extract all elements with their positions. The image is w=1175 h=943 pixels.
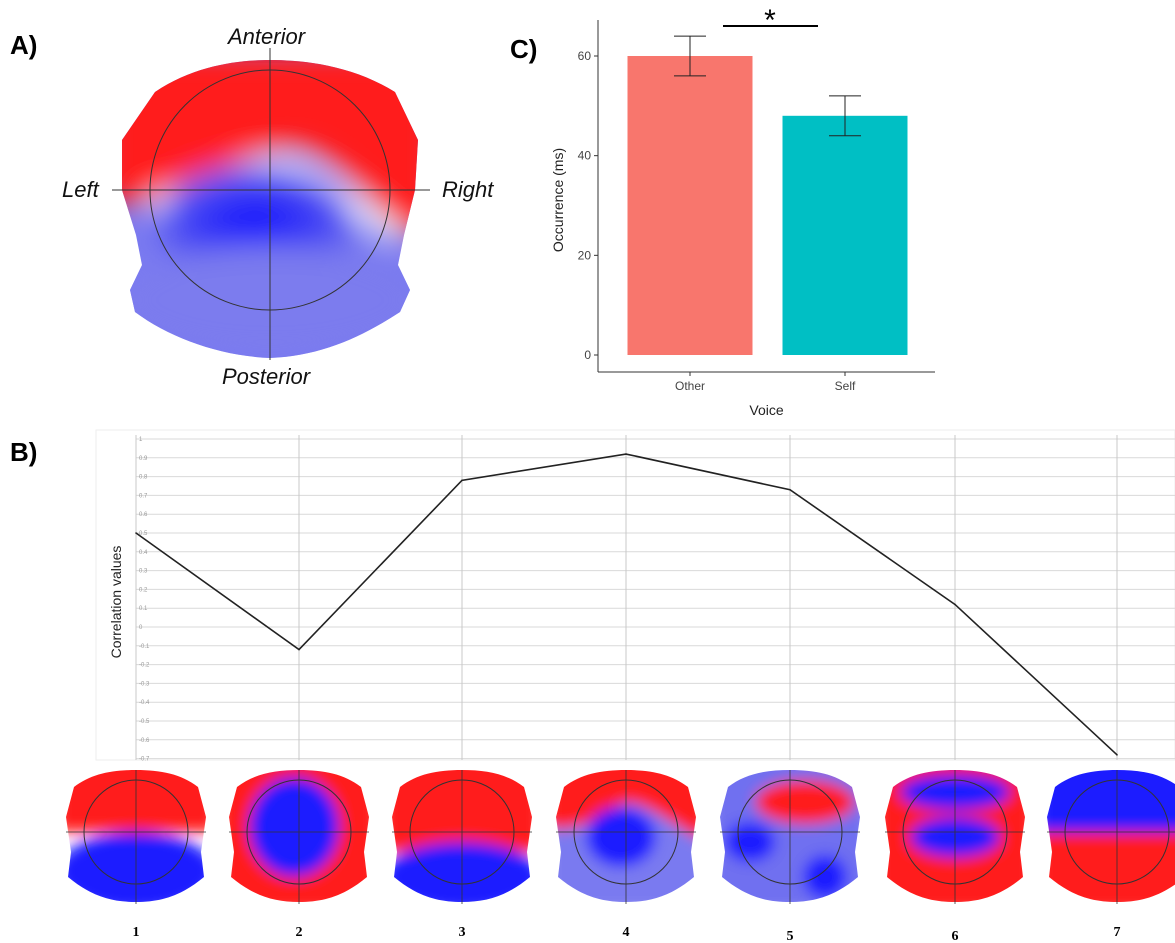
y-tick-label: 60	[578, 49, 592, 63]
y-tick-label: -0.3	[139, 681, 150, 687]
data-point-4	[625, 453, 627, 455]
bar-chart-c: 0 20 40 60 Other Self Voice Occurrence (ms) *	[550, 4, 935, 418]
topomap-2	[229, 770, 369, 904]
y-tick-label: 0.4	[139, 550, 148, 556]
y-tick-label: -0.1	[139, 644, 150, 650]
y-tick-label: 0.5	[139, 531, 148, 537]
data-point-2	[298, 648, 300, 651]
topomap-number-6: 6	[952, 929, 959, 943]
y-tick-label: 0.8	[139, 475, 148, 481]
data-point-6	[954, 603, 956, 606]
anterior-label: Anterior	[228, 24, 306, 49]
significance-star: *	[764, 4, 776, 37]
topomap-number-7: 7	[1114, 925, 1121, 940]
left-label: Left	[62, 177, 99, 202]
topomap-number-4: 4	[623, 925, 630, 940]
y-tick-label: -0.4	[139, 700, 150, 706]
plot-frame	[95, 429, 1175, 761]
x-axis-title: Voice	[749, 402, 783, 418]
y-tick-label: 1	[139, 437, 143, 443]
topomap-5	[720, 770, 860, 904]
topomap-7	[1047, 770, 1175, 904]
y-tick-label: 0.9	[139, 456, 148, 462]
y-tick-label: 0.1	[139, 606, 148, 612]
y-tick-label: 0	[139, 625, 143, 631]
data-point-5	[789, 488, 791, 491]
y-tick-label: 40	[578, 149, 592, 163]
x-tick-label-self: Self	[835, 379, 856, 393]
y-tick-label: -0.7	[139, 757, 150, 763]
bar-other	[627, 56, 753, 355]
data-point-1	[135, 532, 137, 534]
panel-b-label: B)	[10, 437, 38, 467]
x-tick-label-other: Other	[675, 379, 705, 393]
topomap-number-2: 2	[296, 925, 303, 940]
y-tick-label: -0.6	[139, 738, 150, 744]
panel-c-label: C)	[510, 34, 538, 64]
data-point-3	[461, 479, 463, 482]
y-axis-title: Occurrence (ms)	[550, 148, 566, 252]
y-tick-label: -0.5	[139, 719, 150, 725]
topomap-number-3: 3	[459, 925, 466, 940]
y-tick-label: 20	[578, 248, 592, 262]
topomap-number-1: 1	[133, 925, 140, 940]
topomap-1	[66, 770, 206, 904]
topomap-6	[885, 770, 1025, 904]
data-point-7	[1116, 754, 1118, 756]
y-tick-label: 0.3	[139, 569, 148, 575]
y-axis-title: Correlation values	[108, 546, 124, 659]
topomap-4	[556, 770, 696, 904]
y-tick-label: 0.6	[139, 512, 148, 518]
y-tick-label: 0.2	[139, 587, 148, 593]
topomap-number-5: 5	[787, 929, 794, 943]
y-tick-label: 0	[584, 348, 591, 362]
panel-a-label: A)	[10, 30, 38, 60]
topomap-3	[392, 770, 532, 904]
topomap-a	[112, 48, 430, 360]
right-label: Right	[442, 177, 494, 202]
bar-self	[782, 115, 908, 355]
posterior-label: Posterior	[222, 364, 311, 389]
y-tick-label: 0.7	[139, 493, 148, 499]
y-tick-label: -0.2	[139, 663, 150, 669]
